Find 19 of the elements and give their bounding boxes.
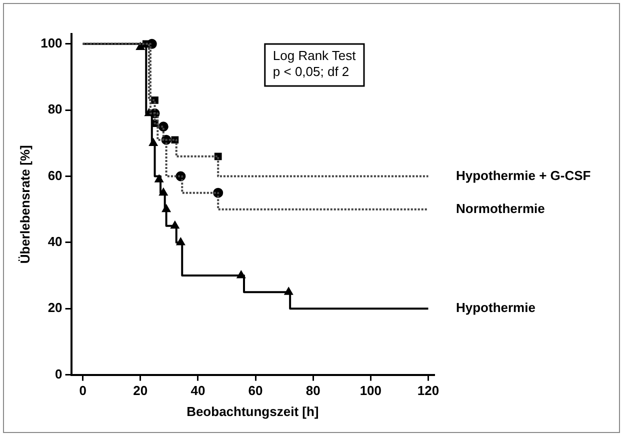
- annotation: Log Rank Test p < 0,05; df 2: [272, 48, 356, 80]
- y-tick-label: 80: [48, 102, 62, 117]
- y-axis-title: Überlebensrate [%]: [17, 145, 32, 264]
- x-tick-label: 80: [306, 383, 320, 398]
- x-tick-label: 100: [360, 383, 382, 398]
- x-tick-label: 40: [190, 383, 206, 398]
- x-tick-label: 0: [79, 383, 86, 398]
- y-tick-label: 20: [48, 300, 62, 316]
- x-tick-label: 60: [248, 383, 263, 398]
- text: Hypothermie: [456, 300, 536, 316]
- y-tick-label: 60: [48, 168, 62, 183]
- y-tick-label: 40: [48, 234, 62, 250]
- text: Hypothermie + G-CSF: [456, 168, 591, 183]
- x-tick-label: 20: [133, 383, 148, 398]
- x-tick-label: 120: [417, 383, 440, 398]
- y-tick-label: 100: [40, 36, 62, 51]
- text: Normothermie: [456, 200, 545, 216]
- x-axis-title: Beobachtungszeit [h]: [186, 404, 319, 419]
- y-tick-label: 0: [55, 366, 62, 382]
